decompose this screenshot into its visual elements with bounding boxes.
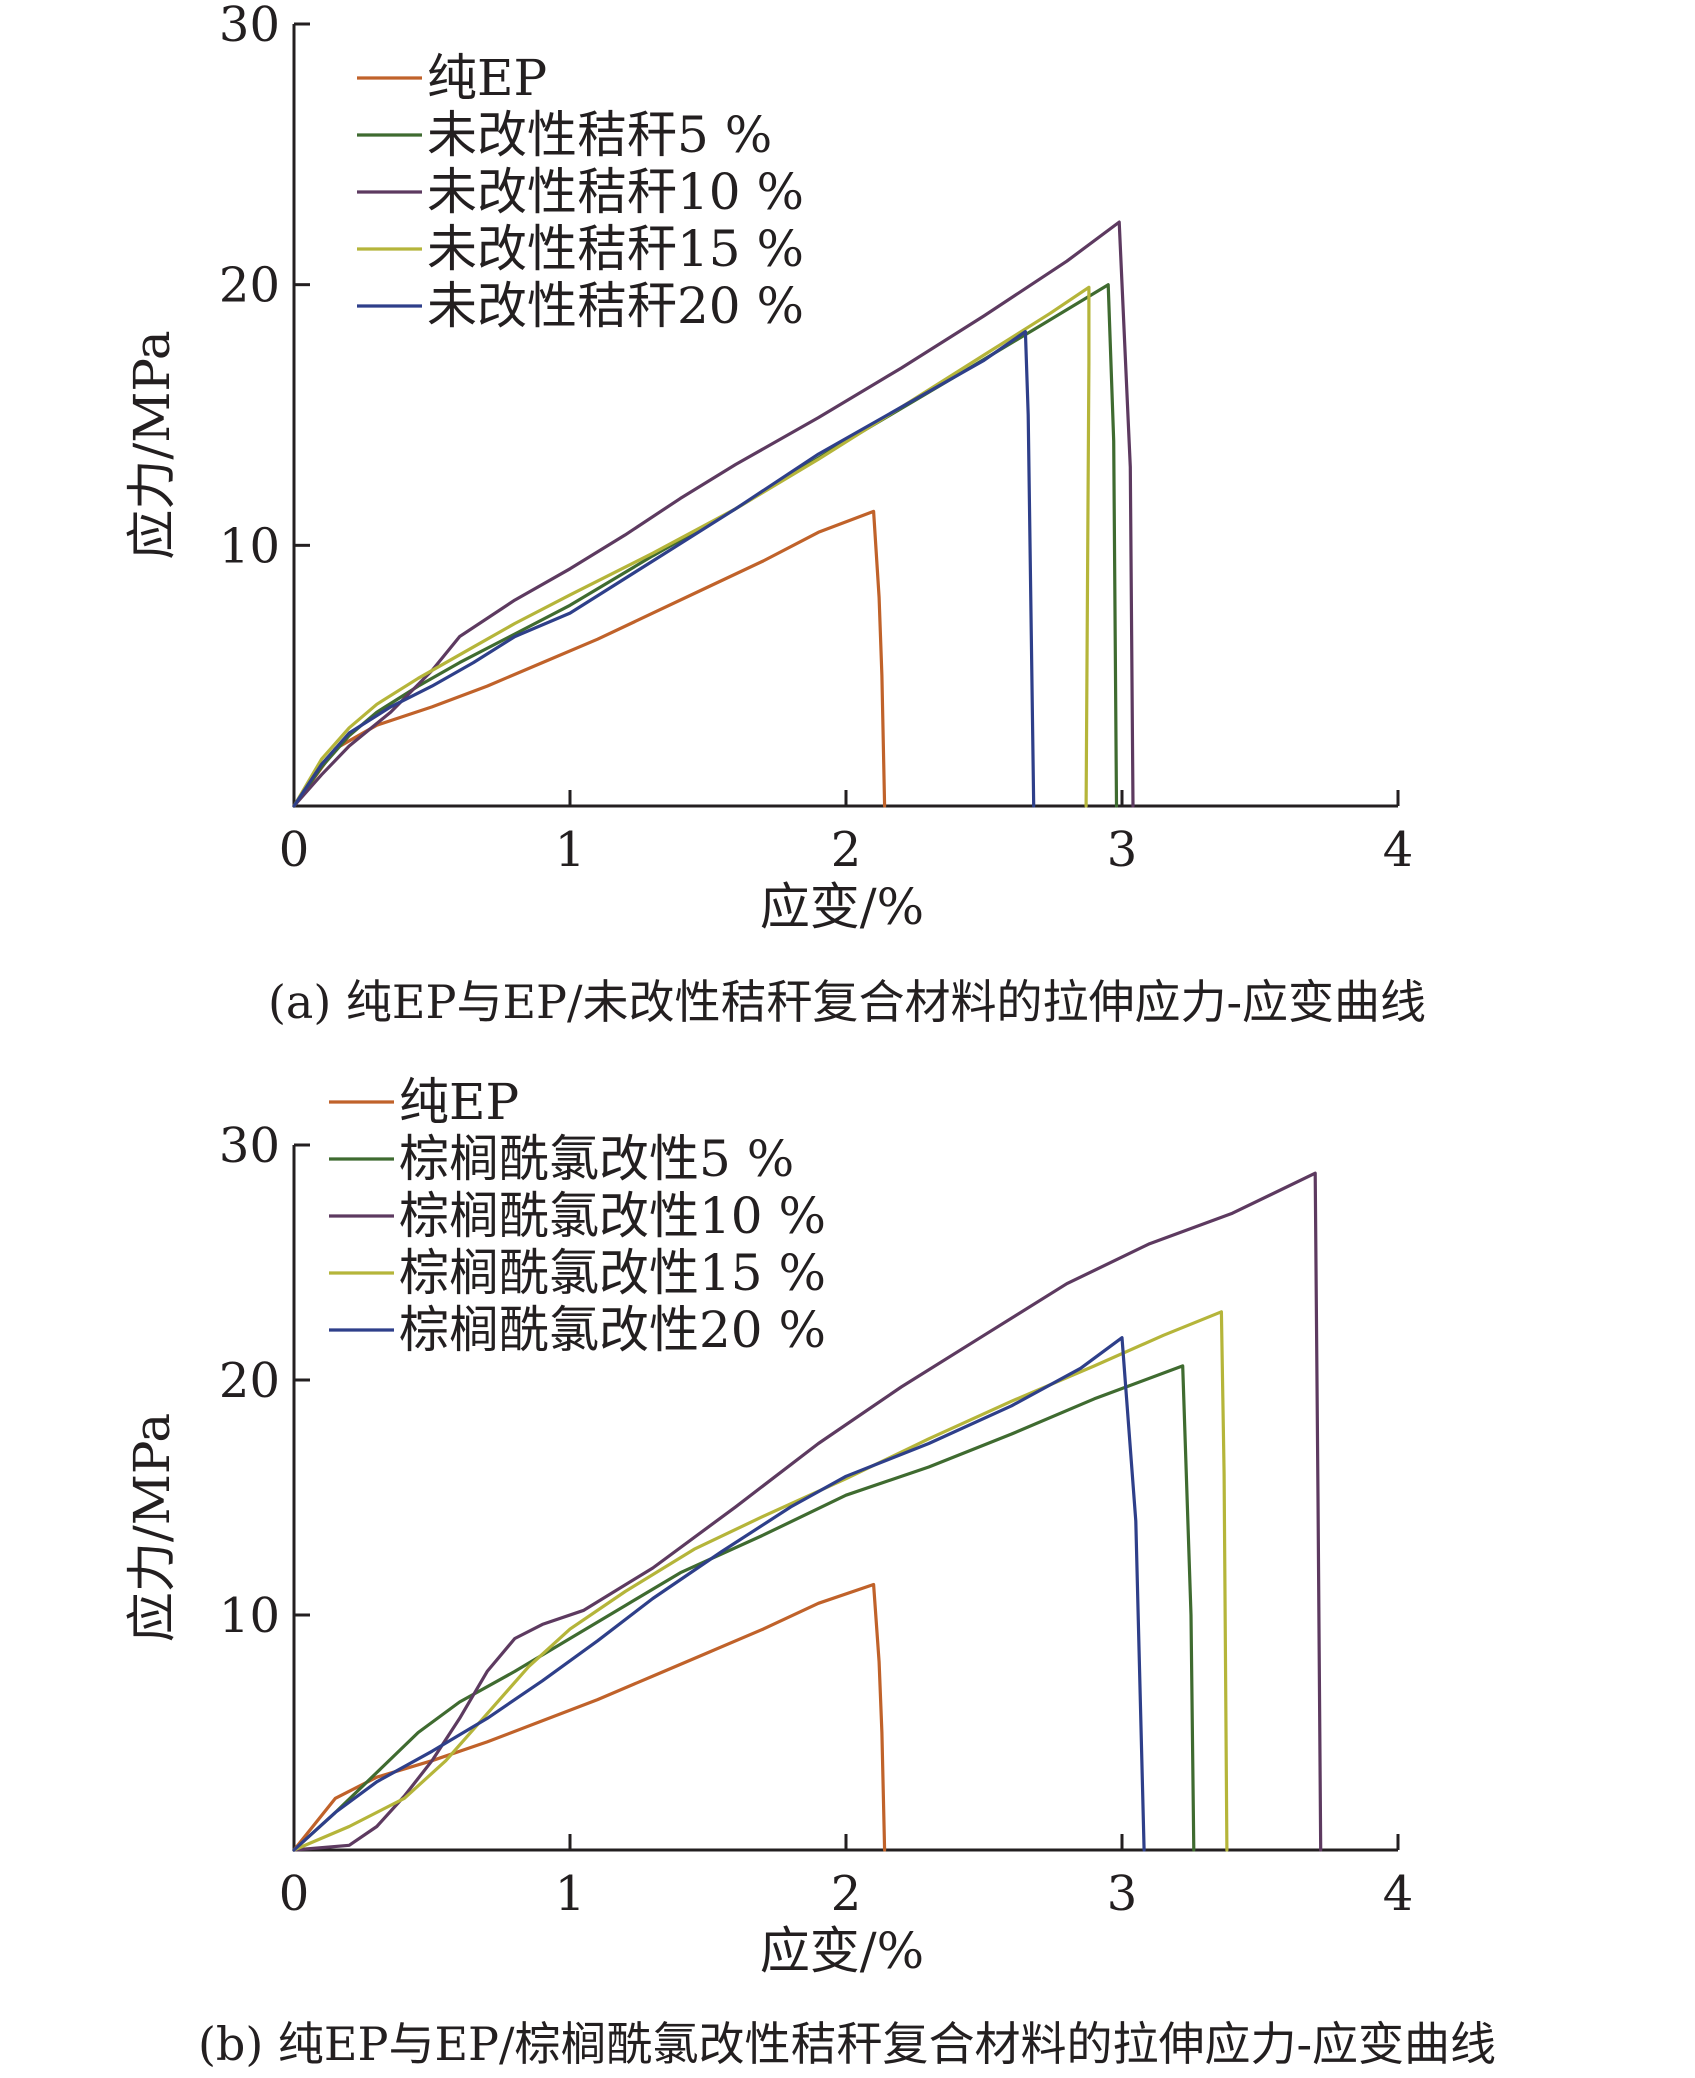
figure-caption: (b) 纯EP与EP/棕榈酰氯改性秸秆复合材料的拉伸应力-应变曲线 <box>198 2017 1496 2071</box>
legend-entry: 未改性秸秆5 % <box>427 106 772 164</box>
series-line <box>292 1336 1146 1852</box>
x-tick-label: 2 <box>831 822 862 878</box>
x-tick-label: 4 <box>1383 1866 1414 1922</box>
series-line <box>292 509 887 808</box>
x-axis-label: 应变/% <box>760 1922 924 1980</box>
series-line <box>292 1310 1229 1852</box>
legend-entry: 棕榈酰氯改性15 % <box>399 1244 826 1302</box>
y-tick-label: 10 <box>219 1588 280 1644</box>
x-tick-label: 1 <box>555 1866 586 1922</box>
y-tick-label: 30 <box>219 1118 280 1174</box>
legend-entry: 纯EP <box>427 49 547 107</box>
x-tick-label: 3 <box>1107 1866 1138 1922</box>
legend-entry: 纯EP <box>399 1073 519 1131</box>
x-tick-label: 3 <box>1107 822 1138 878</box>
series-line <box>292 330 1036 808</box>
y-tick-label: 20 <box>219 1353 280 1409</box>
y-axis-label: 应力/MPa <box>123 330 181 559</box>
x-tick-label: 0 <box>279 822 310 878</box>
legend-entry: 未改性秸秆10 % <box>427 163 804 221</box>
legend-entry: 棕榈酰氯改性20 % <box>399 1301 826 1359</box>
legend-entry: 未改性秸秆15 % <box>427 220 804 278</box>
series-line <box>292 1364 1196 1852</box>
y-tick-label: 30 <box>219 0 280 53</box>
series-line <box>292 283 1119 808</box>
legend-entry: 棕榈酰氯改性10 % <box>399 1187 826 1245</box>
legend-entry: 棕榈酰氯改性5 % <box>399 1130 794 1188</box>
legend-entry: 未改性秸秆20 % <box>427 277 804 335</box>
x-tick-label: 1 <box>555 822 586 878</box>
x-tick-label: 0 <box>279 1866 310 1922</box>
series-line <box>292 285 1091 808</box>
x-axis-label: 应变/% <box>760 878 924 936</box>
x-tick-label: 4 <box>1383 822 1414 878</box>
y-tick-label: 20 <box>219 258 280 314</box>
series-line <box>292 220 1135 808</box>
figure-caption: (a) 纯EP与EP/未改性秸秆复合材料的拉伸应力-应变曲线 <box>268 975 1426 1029</box>
y-axis-label: 应力/MPa <box>123 1413 181 1642</box>
series-line <box>292 1171 1323 1852</box>
x-tick-label: 2 <box>831 1866 862 1922</box>
y-tick-label: 10 <box>219 518 280 574</box>
